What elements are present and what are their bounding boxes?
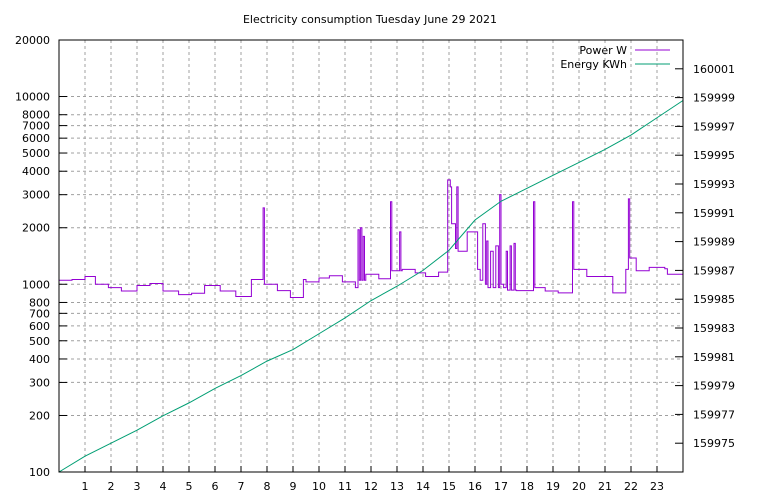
y-right-tick-label: 159999 — [693, 92, 735, 105]
y-right-tick-label: 159991 — [693, 207, 735, 220]
x-tick-label: 17 — [494, 480, 508, 493]
x-tick-label: 3 — [134, 480, 141, 493]
y-left-tick-label: 10000 — [15, 91, 50, 104]
y-left-tick-label: 8000 — [22, 109, 50, 122]
x-tick-label: 7 — [238, 480, 245, 493]
y-right-tick-label: 159987 — [693, 264, 735, 277]
x-tick-label: 4 — [160, 480, 167, 493]
y-right-tick-label: 159979 — [693, 380, 735, 393]
y-right-tick-label: 159989 — [693, 236, 735, 249]
y-left-tick-label: 2000 — [22, 222, 50, 235]
y-left-tick-label: 500 — [29, 335, 50, 348]
y-right-tick-label: 159975 — [693, 437, 735, 450]
legend-label-energy: Energy KWh — [560, 58, 627, 71]
x-tick-label: 15 — [442, 480, 456, 493]
y-left-tick-label: 4000 — [22, 165, 50, 178]
x-tick-label: 9 — [290, 480, 297, 493]
power-series-line — [59, 179, 683, 299]
x-tick-label: 22 — [624, 480, 638, 493]
x-tick-label: 5 — [186, 480, 193, 493]
x-tick-label: 8 — [264, 480, 271, 493]
y-right-tick-label: 159993 — [693, 178, 735, 191]
y-right-tick-label: 159997 — [693, 120, 735, 133]
x-tick-label: 10 — [312, 480, 326, 493]
y-left-tick-label: 1000 — [22, 278, 50, 291]
energy-series-line — [58, 100, 684, 473]
legend: Power W Energy KWh — [560, 44, 670, 71]
y-left-tick-label: 300 — [29, 376, 50, 389]
y-left-tick-label: 200 — [29, 409, 50, 422]
y-right-tick-label: 159995 — [693, 149, 735, 162]
x-tick-label: 14 — [416, 480, 430, 493]
x-tick-label: 16 — [468, 480, 482, 493]
y-left-tick-label: 100 — [29, 466, 50, 479]
y-right-tick-label: 159983 — [693, 322, 735, 335]
y-left-tick-label: 3000 — [22, 189, 50, 202]
x-tick-label: 19 — [546, 480, 560, 493]
y-left-tick-label: 400 — [29, 353, 50, 366]
y-left-tick-label: 20000 — [15, 34, 50, 47]
x-tick-label: 23 — [650, 480, 664, 493]
y-left-tick-label: 6000 — [22, 132, 50, 145]
x-tick-label: 12 — [364, 480, 378, 493]
x-tick-label: 21 — [598, 480, 612, 493]
y-right-tick-label: 159977 — [693, 408, 735, 421]
x-tick-label: 6 — [212, 480, 219, 493]
y-right-tick-label: 159985 — [693, 293, 735, 306]
plot-border — [58, 39, 684, 473]
y-left-tick-label: 7000 — [22, 120, 50, 133]
y-left-tick-label: 700 — [29, 307, 50, 320]
x-tick-label: 20 — [572, 480, 586, 493]
y-right-tick-label: 159981 — [693, 351, 735, 364]
x-tick-label: 11 — [338, 480, 352, 493]
chart-title: Electricity consumption Tuesday June 29 … — [243, 13, 497, 26]
x-tick-label: 13 — [390, 480, 404, 493]
y-right-tick-label: 160001 — [693, 63, 735, 76]
y-left-tick-label: 800 — [29, 296, 50, 309]
x-tick-label: 1 — [82, 480, 89, 493]
y-left-tick-label: 5000 — [22, 147, 50, 160]
x-tick-label: 2 — [108, 480, 115, 493]
legend-label-power: Power W — [579, 44, 627, 57]
y-left-tick-label: 600 — [29, 320, 50, 333]
x-tick-label: 18 — [520, 480, 534, 493]
